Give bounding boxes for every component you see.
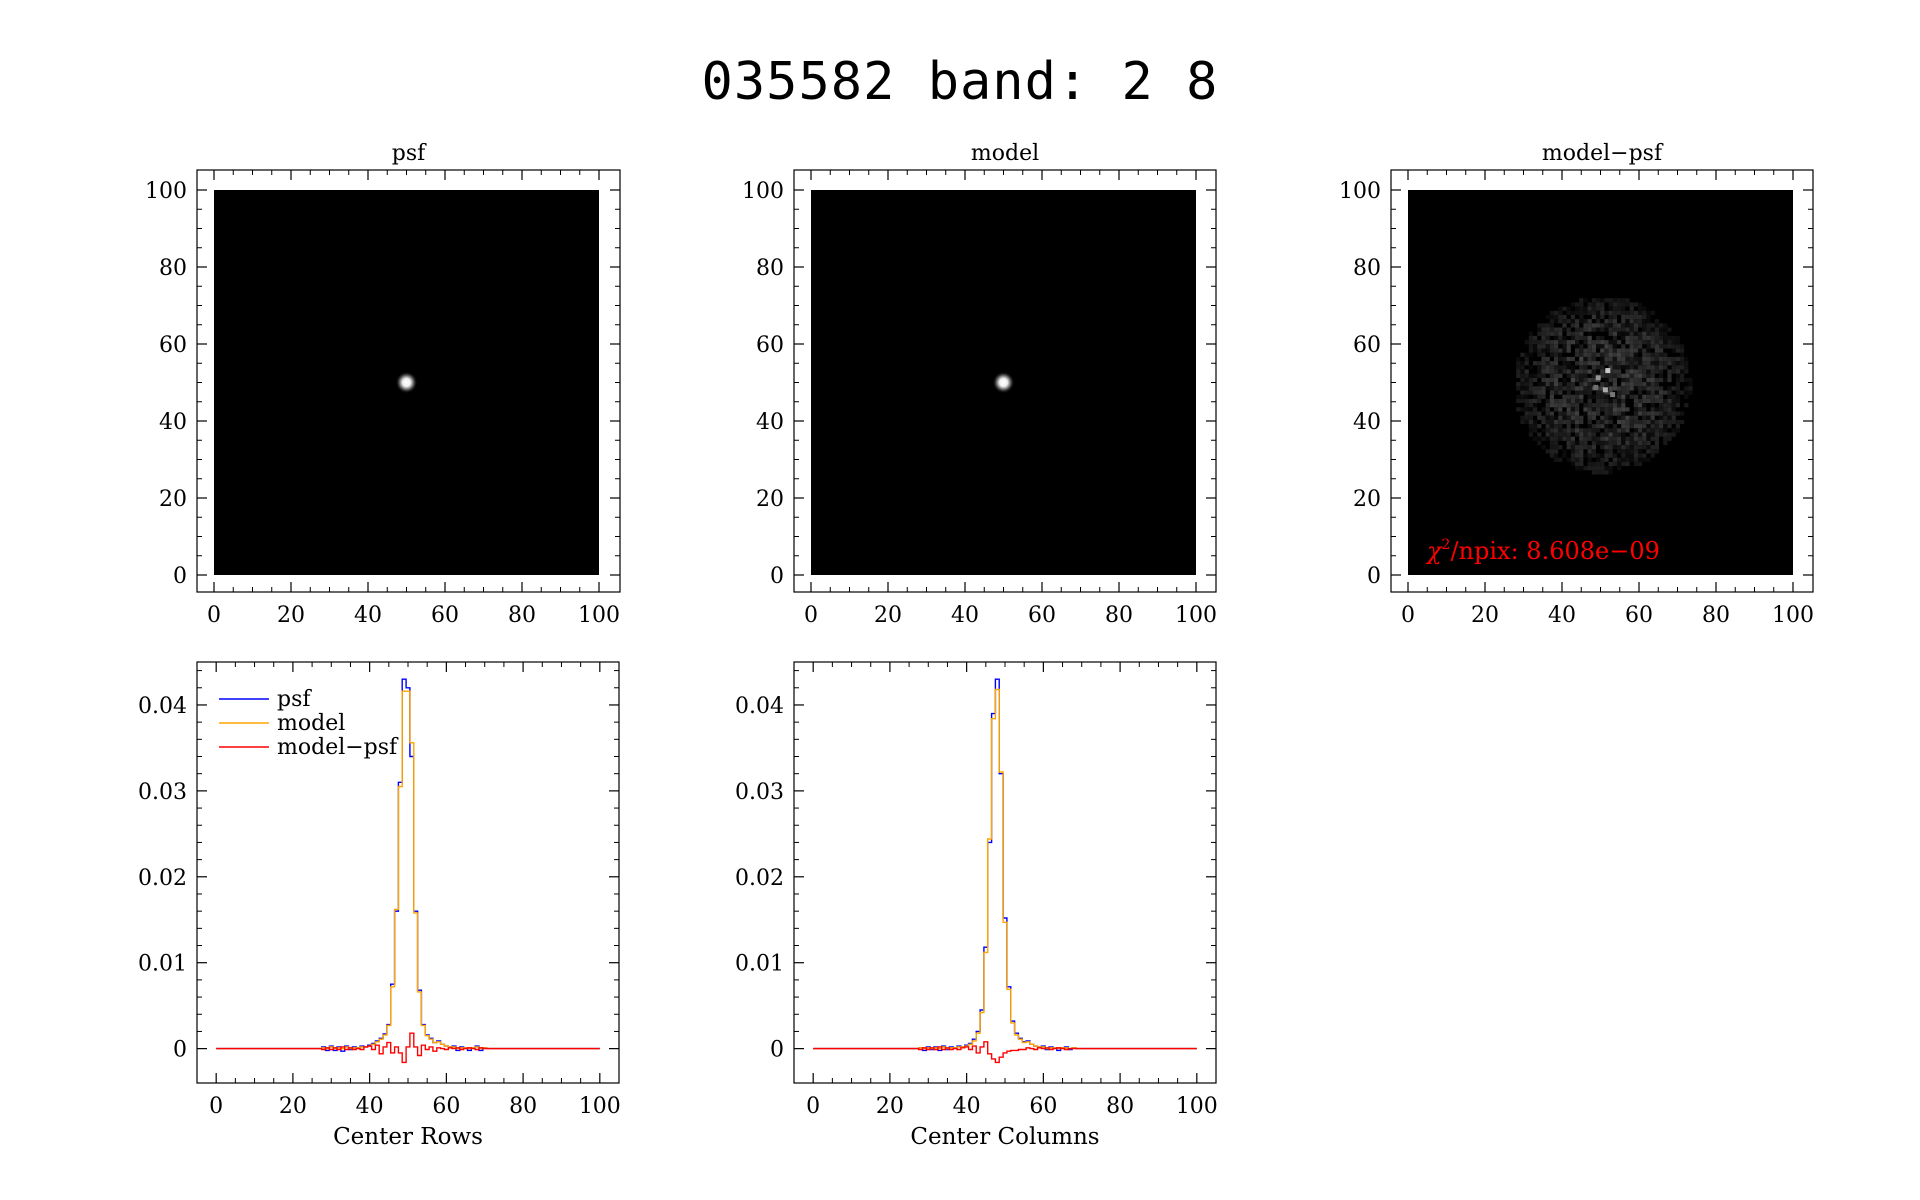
x-tick-label: 100: [1176, 1094, 1218, 1119]
y-tick-label: 60: [159, 333, 187, 358]
x-tick-label: 0: [207, 603, 221, 628]
x-tick-label: 100: [1772, 603, 1814, 628]
x-tick-label: 40: [1548, 603, 1576, 628]
x-tick-label: 100: [578, 603, 620, 628]
x-tick-label: 80: [1702, 603, 1730, 628]
legend-label: model−psf: [277, 735, 399, 760]
y-tick-label: 0.04: [138, 694, 187, 719]
x-tick-label: 20: [277, 603, 305, 628]
x-tick-label: 20: [876, 1094, 904, 1119]
x-tick-label: 40: [354, 603, 382, 628]
y-tick-label: 0.01: [735, 952, 784, 977]
y-tick-label: 0.04: [735, 694, 784, 719]
y-tick-label: 20: [1353, 487, 1381, 512]
x-tick-label: 80: [508, 603, 536, 628]
y-tick-label: 0.03: [735, 780, 784, 805]
x-tick-label: 80: [1106, 1094, 1134, 1119]
series-3-line: [813, 1041, 1197, 1064]
y-tick-label: 0: [1367, 564, 1381, 589]
x-tick-label: 0: [806, 1094, 820, 1119]
residual-noise: [1516, 298, 1693, 475]
y-tick-label: 60: [756, 333, 784, 358]
x-tick-label: 20: [279, 1094, 307, 1119]
x-tick-label: 20: [1471, 603, 1499, 628]
legend-label: psf: [277, 687, 312, 712]
x-tick-label: 0: [804, 603, 818, 628]
residual-peak: [1595, 375, 1601, 381]
y-tick-label: 40: [756, 410, 784, 435]
x-tick-label: 60: [432, 1094, 460, 1119]
chi2-annotation: χ2/npix: 8.608e−09: [1425, 537, 1660, 565]
panel-title: model: [971, 141, 1039, 166]
profile-panel-2: 0 20 40 60 80 100 0 0.01 0.02 0.03 0.04 Center Colu…: [735, 661, 1218, 1150]
y-tick-label: 0: [173, 564, 187, 589]
x-axis-label: Center Columns: [910, 1124, 1099, 1150]
image-panel-1: 0 20 40 60 80 100 0 20 40 60 80 100 psf: [145, 141, 621, 628]
plot-frame: [196, 661, 620, 1084]
psf-peak: [992, 371, 1015, 394]
legend-label: model: [277, 711, 345, 736]
y-tick-label: 20: [159, 487, 187, 512]
y-tick-label: 0.02: [735, 866, 784, 891]
y-tick-label: 0: [770, 1038, 784, 1063]
profile-panel-1: 0 20 40 60 80 100 0 0.01 0.02 0.03 0.04 Center Rows…: [138, 661, 621, 1150]
y-tick-label: 100: [1339, 179, 1381, 204]
x-tick-label: 60: [1625, 603, 1653, 628]
image-panel-3: 0 20 40 60 80 100 0 20 40 60 80 100 model−psf χ2/npix…: [1339, 141, 1814, 628]
x-tick-label: 60: [431, 603, 459, 628]
x-axis-label: Center Rows: [333, 1124, 483, 1150]
y-tick-label: 0: [173, 1038, 187, 1063]
panel-title: model−psf: [1542, 141, 1664, 166]
residual-peak: [1602, 387, 1608, 393]
psf-peak: [395, 371, 418, 394]
y-tick-label: 100: [145, 179, 187, 204]
figure-title: 035582 band: 2 8: [701, 52, 1219, 112]
x-tick-label: 60: [1028, 603, 1056, 628]
residual-peak: [1593, 384, 1599, 390]
x-tick-label: 0: [209, 1094, 223, 1119]
residual-peak: [1605, 368, 1611, 374]
x-tick-label: 40: [356, 1094, 384, 1119]
x-tick-label: 20: [874, 603, 902, 628]
y-tick-label: 0.03: [138, 780, 187, 805]
plot-frame: [793, 661, 1217, 1084]
y-tick-label: 100: [742, 179, 784, 204]
series-1-line: [216, 678, 600, 1052]
x-tick-label: 60: [1029, 1094, 1057, 1119]
y-tick-label: 20: [756, 487, 784, 512]
x-tick-label: 40: [951, 603, 979, 628]
y-tick-label: 80: [756, 256, 784, 281]
series-3-line: [216, 1032, 600, 1064]
x-tick-label: 0: [1401, 603, 1415, 628]
y-tick-label: 60: [1353, 333, 1381, 358]
y-tick-label: 0.01: [138, 952, 187, 977]
y-tick-label: 40: [159, 410, 187, 435]
x-tick-label: 100: [579, 1094, 621, 1119]
image-panel-2: 0 20 40 60 80 100 0 20 40 60 80 100 model: [742, 141, 1217, 628]
y-tick-label: 80: [1353, 256, 1381, 281]
y-tick-label: 80: [159, 256, 187, 281]
y-tick-label: 0: [770, 564, 784, 589]
x-tick-label: 80: [509, 1094, 537, 1119]
panel-title: psf: [392, 141, 427, 166]
x-tick-label: 40: [953, 1094, 981, 1119]
x-tick-label: 100: [1175, 603, 1217, 628]
residual-peak: [1610, 392, 1616, 398]
y-tick-label: 40: [1353, 410, 1381, 435]
y-tick-label: 0.02: [138, 866, 187, 891]
x-tick-label: 80: [1105, 603, 1133, 628]
